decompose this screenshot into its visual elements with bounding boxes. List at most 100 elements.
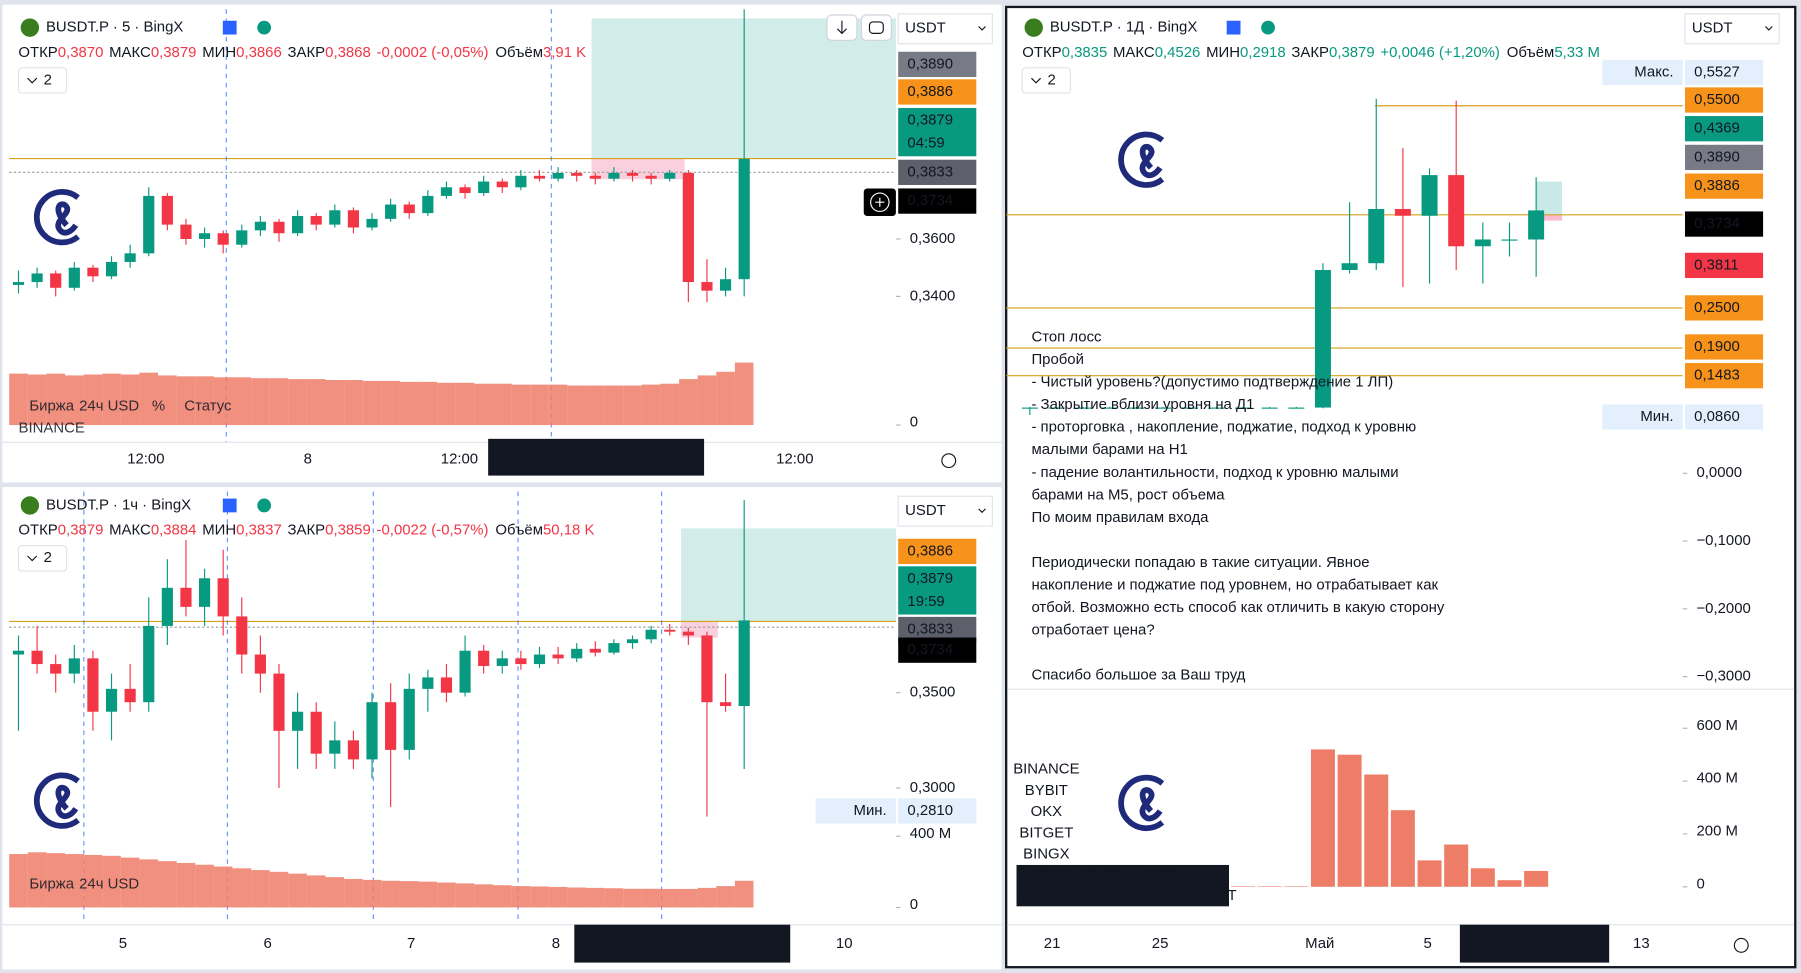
volume-bar	[660, 888, 680, 908]
volume-bar	[1470, 868, 1495, 887]
time-tick-label: 7	[407, 935, 415, 952]
crosshair-time: сб 09 Май '26	[1488, 935, 1582, 952]
volume-tick-label: 200 M	[1696, 823, 1737, 840]
ohlc-value: 0,3866	[236, 44, 282, 61]
candle-body	[31, 650, 43, 665]
collapse-button[interactable]	[1021, 67, 1072, 94]
ohlc-value: 0,3879	[1329, 44, 1375, 61]
volume-value: 5,33 M	[1554, 44, 1600, 61]
volume-bar	[511, 384, 531, 426]
candle-body	[87, 658, 99, 712]
price-badge-text: 0,2810	[907, 802, 953, 819]
candle-body	[1075, 407, 1092, 409]
candle-body	[1048, 407, 1065, 409]
price-badge-tag-text: Мин.	[1640, 408, 1673, 425]
ohlc-label: МИН	[202, 522, 236, 539]
volume-bar	[195, 376, 214, 426]
volume-bar	[213, 866, 233, 908]
icon	[868, 21, 884, 34]
ohlc-value: 0,3870	[58, 44, 104, 61]
price-tick-label: 0,3400	[910, 287, 956, 304]
settings-icon[interactable]	[1733, 937, 1749, 953]
candle-body	[143, 195, 155, 254]
price-badge-text: 0,4369	[1694, 120, 1740, 137]
candle-body	[105, 688, 118, 712]
volume-bar	[120, 857, 140, 908]
volume-bar	[716, 886, 735, 908]
candle-body	[515, 175, 527, 188]
candle-body	[1528, 210, 1545, 240]
reset-button[interactable]	[860, 14, 892, 41]
volume-bar	[251, 378, 270, 426]
time-tick-label: 8	[552, 935, 560, 952]
icon	[875, 197, 885, 207]
volume-bar	[586, 887, 605, 908]
icon	[870, 192, 890, 212]
table-cell: BINGX	[1085, 887, 1131, 904]
ohlc-label: МАКС	[109, 44, 151, 61]
volume-bar	[641, 888, 661, 908]
volume-bar	[623, 888, 642, 908]
note-line: - Чистый уровень?(допустимо подтверждени…	[1031, 374, 1393, 391]
volume-bar	[399, 881, 419, 908]
candle-body	[68, 658, 80, 674]
candle-body	[552, 172, 564, 179]
candle-body	[496, 181, 508, 188]
candle-body	[385, 204, 397, 219]
status-dot	[1261, 20, 1275, 35]
time-tick-label: 8	[304, 450, 312, 467]
volume-bar	[530, 886, 549, 908]
volume-bar	[604, 385, 624, 426]
candle-body	[422, 677, 434, 689]
price-badge-text: 0,3833	[907, 163, 953, 180]
collapse-button[interactable]	[17, 545, 68, 572]
crosshair-label	[1459, 924, 1610, 963]
candle-body	[236, 230, 248, 245]
volume-bar	[102, 855, 121, 908]
note-line: накопление и поджатие под уровнем, но от…	[1031, 576, 1438, 593]
volume-bar	[455, 883, 475, 908]
indicator-count: 2	[44, 549, 52, 566]
volume-bar	[548, 886, 568, 908]
collapse-button[interactable]	[17, 67, 68, 94]
candle-body	[403, 688, 415, 750]
candle-body	[12, 282, 25, 285]
volume-bar	[65, 375, 84, 426]
volume-bar	[567, 385, 587, 426]
price-badge	[1684, 295, 1764, 321]
price-badge	[1684, 334, 1764, 360]
currency-select[interactable]	[1684, 13, 1780, 45]
volume-bar	[269, 871, 289, 908]
price-badge	[898, 159, 977, 185]
candle-body	[719, 702, 732, 707]
candle-body	[12, 650, 25, 655]
chevron	[1031, 77, 1042, 84]
candle-body	[440, 187, 453, 196]
currency-select[interactable]	[897, 495, 993, 527]
candle-body	[1394, 208, 1411, 216]
settings-icon[interactable]	[941, 453, 957, 469]
volume-bar	[1417, 860, 1442, 887]
currency: USDT	[905, 502, 946, 519]
volume-label: Объём	[495, 44, 543, 61]
candle-body	[682, 631, 694, 636]
price-badge	[1684, 252, 1764, 279]
candle-body	[664, 629, 676, 632]
volume-bar	[1284, 886, 1309, 887]
currency: USDT	[1692, 20, 1733, 37]
table-cell: B/USDT	[1182, 887, 1237, 904]
price-badge-tag	[1602, 59, 1683, 86]
volume-tick-label: 0	[910, 896, 918, 913]
volume-bar	[492, 383, 512, 426]
symbol-icon	[1024, 18, 1043, 37]
volume-bar	[195, 864, 214, 908]
flag-icon	[1226, 20, 1241, 35]
candle-body	[124, 688, 136, 703]
price-badge-timer: 19:59	[907, 593, 944, 610]
candle-body	[1208, 407, 1225, 409]
currency-select[interactable]	[897, 13, 993, 45]
volume-bar	[176, 862, 196, 908]
candle-body	[254, 221, 266, 231]
candle-body	[1368, 208, 1385, 264]
